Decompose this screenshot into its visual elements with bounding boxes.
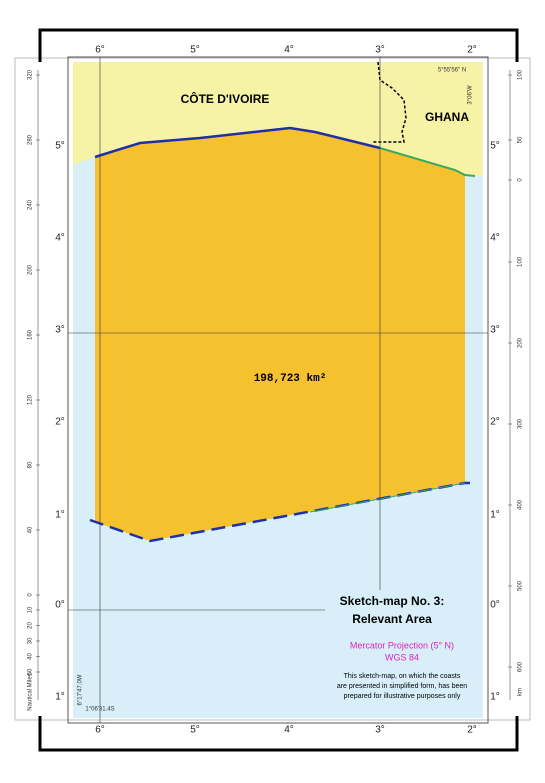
nm-tick-label: 40 <box>28 526 34 533</box>
coordinate-note: 6°17'47.0W <box>78 674 84 705</box>
latitude-label: 3° <box>55 325 65 336</box>
latitude-label: 5° <box>55 141 65 152</box>
nm-tick-label: 240 <box>28 199 34 210</box>
relevant-area <box>95 128 465 541</box>
nm-label: Nautical Miles <box>28 673 34 710</box>
latitude-label: 5° <box>490 141 500 152</box>
longitude-label: 6° <box>95 45 105 56</box>
neatline <box>67 56 489 724</box>
legend-title: Sketch-map No. 3: <box>340 594 445 608</box>
nm-tick-label: 0 <box>28 593 34 597</box>
latitude-label: 4° <box>490 233 500 244</box>
country-label: CÔTE D'IVOIRE <box>181 91 270 106</box>
latitude-label: 0° <box>490 600 500 611</box>
outer-limit <box>89 481 470 543</box>
nm-tick-label: 40 <box>28 653 34 660</box>
legend-note-line: This sketch-map, on which the coasts <box>344 673 461 680</box>
latitude-label: 1° <box>490 692 500 703</box>
legend-note-line: are presented in simplified form, has be… <box>337 683 467 690</box>
legend-note-line: prepared for illustrative purposes only <box>344 693 461 700</box>
limit-ghana <box>309 482 466 513</box>
nm-tick-label: 80 <box>28 461 34 468</box>
km-tick-label: 200 <box>518 337 524 348</box>
coordinate-note: 3°06'W <box>468 85 474 105</box>
latitude-label: 2° <box>55 417 65 428</box>
longitude-label: 4° <box>284 45 294 56</box>
longitude-label: 2° <box>467 45 477 56</box>
longitude-label: 3° <box>375 45 385 56</box>
latitude-label: 3° <box>490 325 500 336</box>
km-tick-label: 50 <box>518 136 524 143</box>
longitude-label: 6° <box>95 725 105 736</box>
latitude-label: 2° <box>490 417 500 428</box>
coast-ghana <box>379 147 476 177</box>
nm-tick-label: 50 <box>28 668 34 675</box>
coordinate-note: 5°55'56" N <box>438 68 466 74</box>
km-tick-label: 400 <box>518 499 524 510</box>
country-label: GHANA <box>425 110 469 124</box>
legend-note: This sketch-map, on which the coasts are … <box>337 673 467 700</box>
nm-tick-label: 280 <box>28 134 34 145</box>
area-label: 198,723 km² <box>254 373 327 385</box>
km-tick-label: 300 <box>518 418 524 429</box>
outer-frame <box>38 28 519 752</box>
km-tick-label: 100 <box>518 256 524 267</box>
nm-tick-label: 320 <box>28 69 34 80</box>
latitude-label: 0° <box>55 600 65 611</box>
km-label: km <box>518 688 524 696</box>
latitude-label: 1° <box>55 692 65 703</box>
nm-tick-label: 20 <box>28 622 34 629</box>
latitude-label: 1° <box>490 510 500 521</box>
nm-tick-label: 200 <box>28 264 34 275</box>
datum: WGS 84 <box>385 652 419 662</box>
longitude-label: 3° <box>375 725 385 736</box>
latitude-label: 1° <box>55 510 65 521</box>
legend-subtitle: Relevant Area <box>352 612 432 626</box>
longitude-label: 5° <box>190 45 200 56</box>
longitude-label: 5° <box>190 725 200 736</box>
coast-cote-divoire <box>94 126 381 159</box>
nm-tick-label: 160 <box>28 329 34 340</box>
nm-tick-label: 30 <box>28 637 34 644</box>
graticule <box>68 57 488 723</box>
projection: Mercator Projection (5° N) <box>350 640 454 650</box>
nm-tick-label: 120 <box>28 394 34 405</box>
land-border <box>372 61 407 143</box>
longitude-label: 4° <box>284 725 294 736</box>
km-tick-label: 100 <box>518 69 524 80</box>
latitude-label: 4° <box>55 233 65 244</box>
km-tick-label: 600 <box>518 661 524 672</box>
longitude-label: 2° <box>467 725 477 736</box>
km-tick-label: 500 <box>518 580 524 591</box>
nm-tick-label: 10 <box>28 606 34 613</box>
km-tick-label: 0 <box>518 178 524 182</box>
coordinate-note: 1°06'31.4S <box>85 707 114 713</box>
